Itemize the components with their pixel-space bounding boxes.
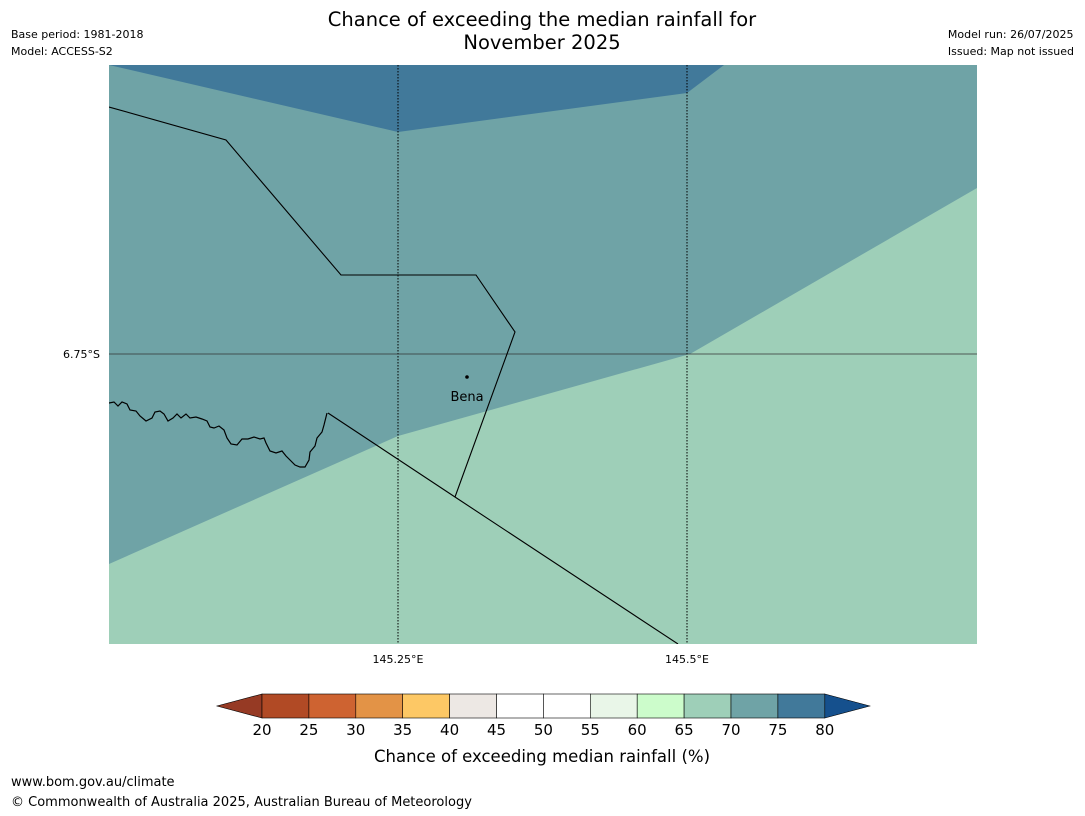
model-run: Model run: 26/07/2025 <box>947 28 1074 41</box>
colorbar-tick-label: 45 <box>487 721 506 739</box>
district-boundary <box>109 106 516 498</box>
colorbar-tick-label: 60 <box>628 721 647 739</box>
colorbar-tick-label: 65 <box>675 721 694 739</box>
base-period: Base period: 1981-2018 <box>11 28 144 41</box>
title-line-1: Chance of exceeding the median rainfall … <box>327 8 757 31</box>
colorbar-swatch <box>636 693 685 719</box>
issued-status: Issued: Map not issued <box>947 45 1074 58</box>
colorbar-label: Chance of exceeding median rainfall (%) <box>374 747 710 766</box>
colorbar-tick-label: 30 <box>346 721 365 739</box>
colorbar: 20 25 30 35 40 45 50 55 60 65 70 75 80 <box>215 693 871 739</box>
colorbar-swatch <box>543 693 591 719</box>
zone-75-80 <box>109 65 724 132</box>
colorbar-swatch <box>402 693 450 719</box>
colorbar-tick-label: 55 <box>581 721 600 739</box>
colorbar-swatch <box>777 693 826 719</box>
footer-url: www.bom.gov.au/climate <box>11 775 175 790</box>
river-line <box>109 401 328 468</box>
colorbar-swatch <box>308 693 357 719</box>
map-area: Bena <box>109 65 977 644</box>
colorbar-swatch <box>496 693 544 719</box>
colorbar-swatch <box>683 693 732 719</box>
colorbar-extend-high <box>824 693 871 719</box>
colorbar-tick-label: 80 <box>815 721 834 739</box>
colorbar-tick-label: 75 <box>768 721 787 739</box>
colorbar-swatch <box>355 693 403 719</box>
title-line-2: November 2025 <box>463 31 621 54</box>
colorbar-swatch <box>449 693 497 719</box>
colorbar-tick-label: 50 <box>534 721 553 739</box>
colorbar-swatch <box>730 693 779 719</box>
map-title: Chance of exceeding the median rainfall … <box>242 8 842 54</box>
model-name: Model: ACCESS-S2 <box>11 45 113 58</box>
province-boundary <box>327 412 679 644</box>
colorbar-tick-label: 25 <box>299 721 318 739</box>
colorbar-tick-label: 20 <box>252 721 271 739</box>
colorbar-tick-label: 40 <box>440 721 459 739</box>
colorbar-tick-label: 70 <box>721 721 740 739</box>
bena-marker <box>465 375 469 379</box>
footer-copyright: © Commonwealth of Australia 2025, Austra… <box>11 795 472 810</box>
lat-label: 6.75°S <box>63 348 100 361</box>
colorbar-tick-label: 35 <box>393 721 412 739</box>
colorbar-swatch <box>589 693 638 719</box>
lon-label-145-5: 145.5°E <box>665 653 709 666</box>
place-label-bena: Bena <box>450 390 483 405</box>
colorbar-extend-low <box>215 693 263 719</box>
colorbar-swatch <box>261 693 310 719</box>
lon-label-145-25: 145.25°E <box>373 653 424 666</box>
meta-left: Base period: 1981-2018 Model: ACCESS-S2 <box>11 26 143 60</box>
meta-right: Model run: 26/07/2025 Issued: Map not is… <box>948 26 1074 60</box>
zone-65-70 <box>109 188 977 644</box>
